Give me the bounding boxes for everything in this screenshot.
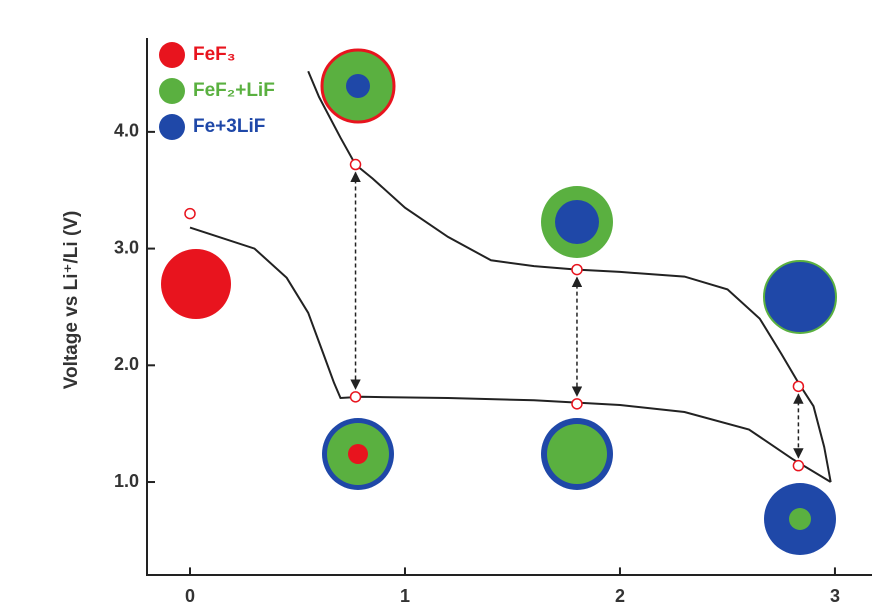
x-tick-label: 3 bbox=[830, 586, 840, 606]
marker bbox=[351, 160, 361, 170]
legend-label: FeF₂+LiF bbox=[193, 80, 275, 101]
marker bbox=[793, 381, 803, 391]
x-tick-label: 1 bbox=[400, 586, 410, 606]
marker bbox=[572, 265, 582, 275]
curve bbox=[190, 228, 831, 482]
x-tick-label: 2 bbox=[615, 586, 625, 606]
legend-label: Fe+3LiF bbox=[193, 116, 265, 137]
legend-swatch bbox=[159, 114, 185, 140]
y-tick-label: 2.0 bbox=[114, 354, 139, 374]
marker bbox=[185, 209, 195, 219]
marker bbox=[572, 399, 582, 409]
y-tick-label: 4.0 bbox=[114, 121, 139, 141]
marker bbox=[351, 392, 361, 402]
legend-swatch bbox=[159, 78, 185, 104]
chart: Voltage vs Li⁺/Li (V) 1.0 2.0 3.0 4.0 0 1 2 3 Fe… bbox=[0, 0, 874, 614]
x-tick-label: 0 bbox=[185, 586, 195, 606]
marker bbox=[793, 461, 803, 471]
y-tick-label: 1.0 bbox=[114, 471, 139, 491]
legend-swatch bbox=[159, 42, 185, 68]
y-tick-label: 3.0 bbox=[114, 237, 139, 257]
page: {"chart_data": { "type": "line", "y_labe… bbox=[0, 0, 874, 614]
legend-label: FeF₃ bbox=[193, 44, 236, 65]
y-axis-label: Voltage vs Li⁺/Li (V) bbox=[61, 211, 82, 390]
